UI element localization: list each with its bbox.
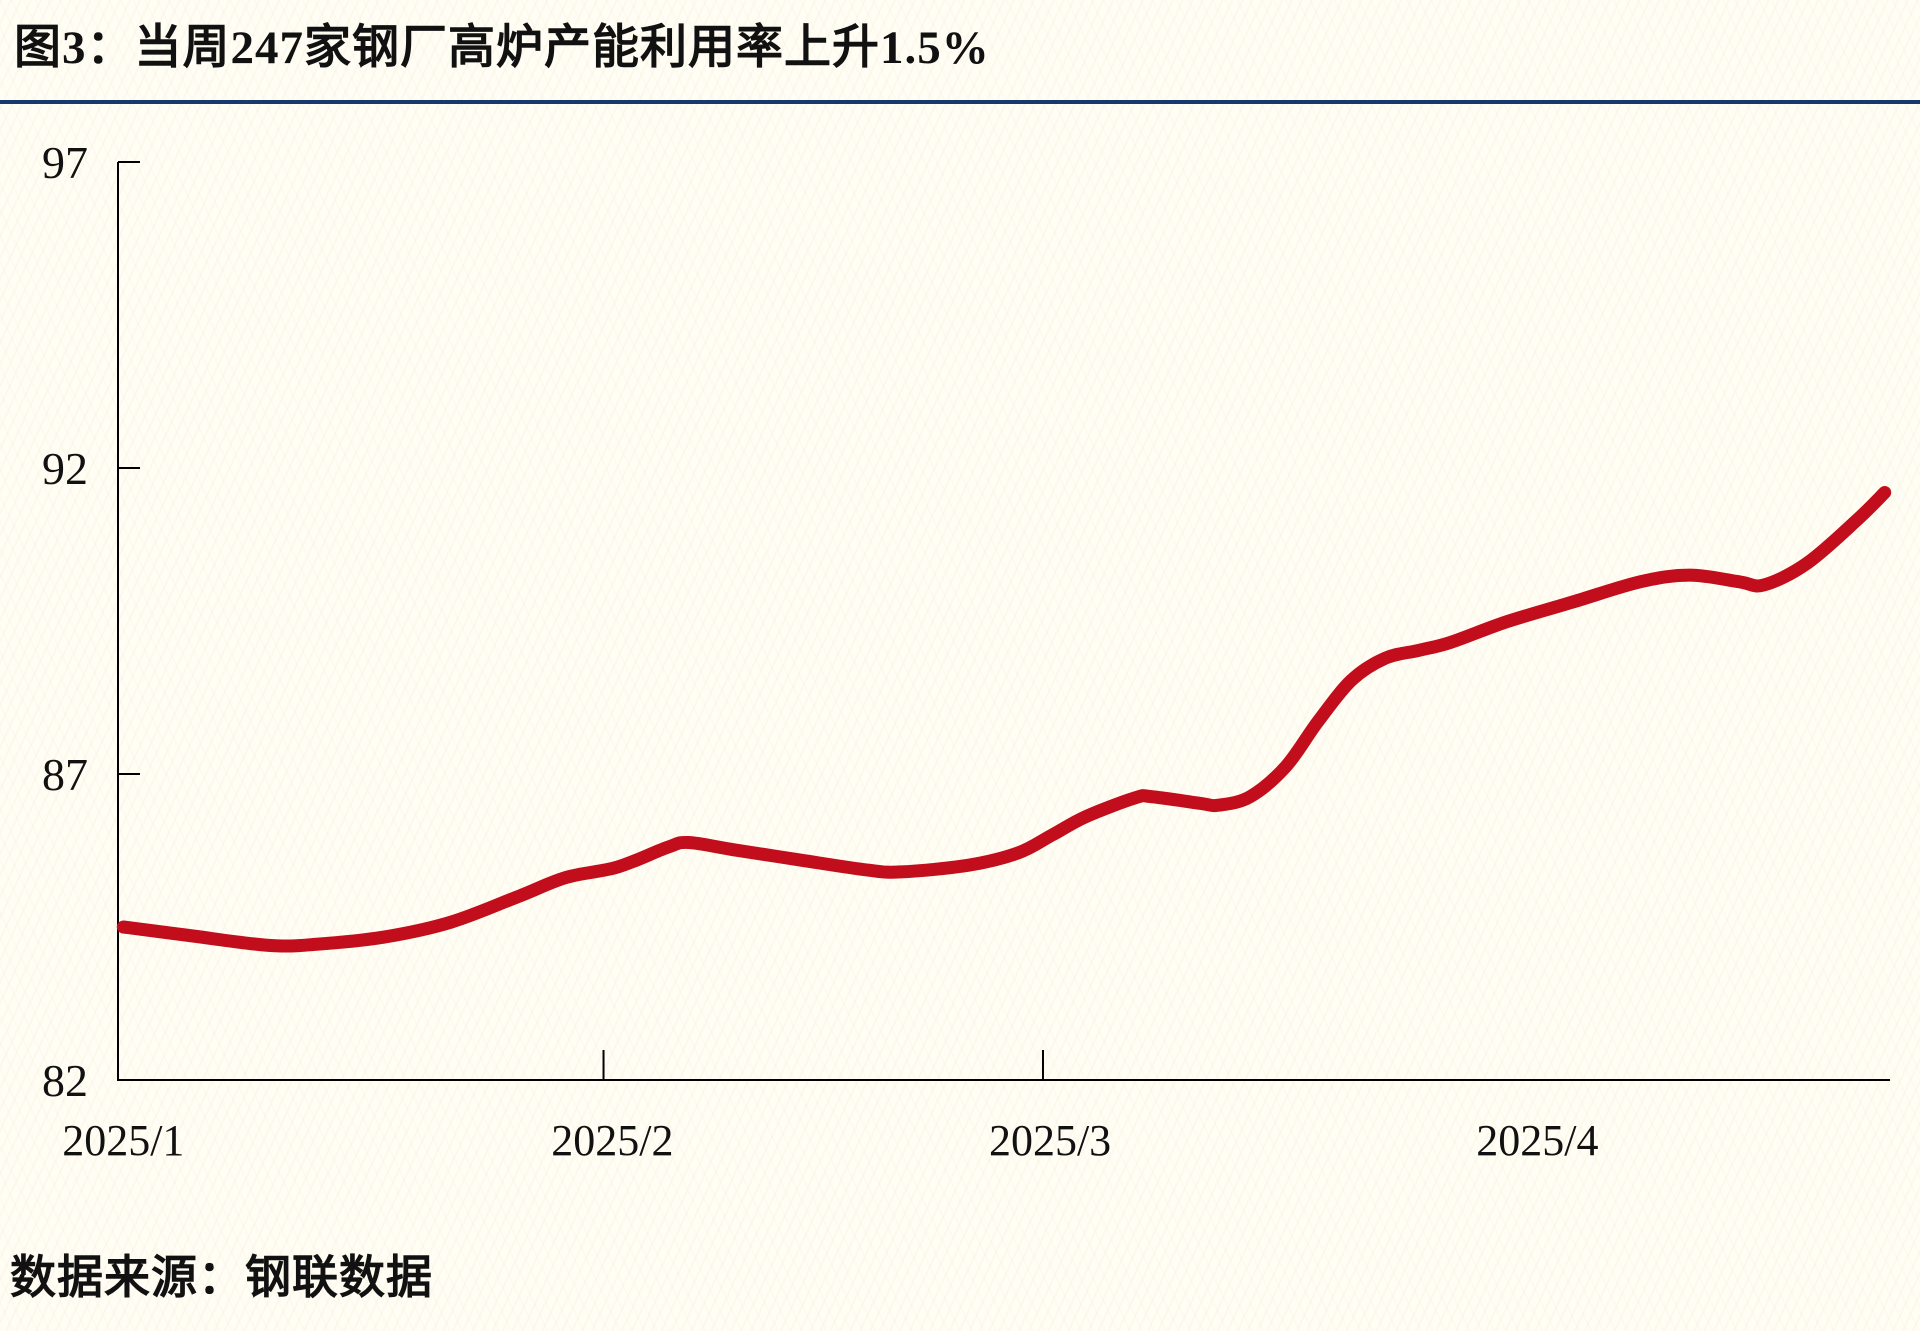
x-tick-label: 2025/1 [62,1116,184,1165]
chart-title: 图3：当周247家钢厂高炉产能利用率上升1.5% [14,22,990,74]
y-tick-label: 82 [42,1055,88,1106]
y-tick-label: 87 [42,749,88,800]
y-tick-label: 97 [42,137,88,188]
x-tick-label: 2025/3 [989,1116,1111,1165]
y-tick-label: 92 [42,443,88,494]
x-tick-label: 2025/2 [551,1116,673,1165]
utilization-rate-line [116,486,1892,953]
x-tick-label: 2025/4 [1476,1116,1598,1165]
data-source-label: 数据来源：钢联数据 [10,1252,433,1303]
title-divider-rule [0,100,1920,104]
